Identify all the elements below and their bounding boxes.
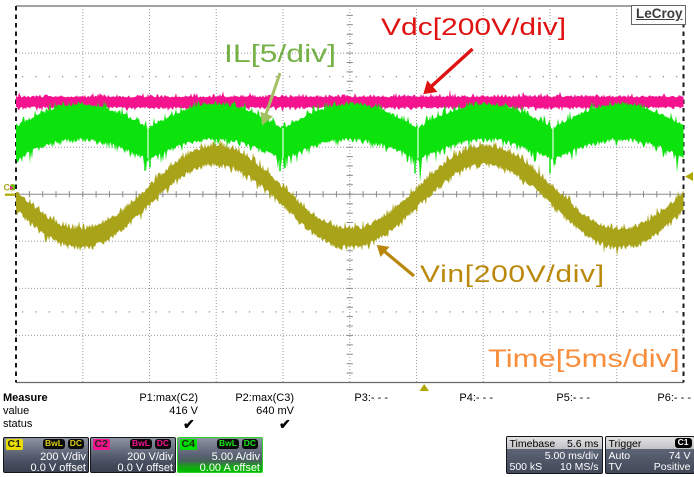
svg-text:C3: C3: [4, 183, 16, 193]
